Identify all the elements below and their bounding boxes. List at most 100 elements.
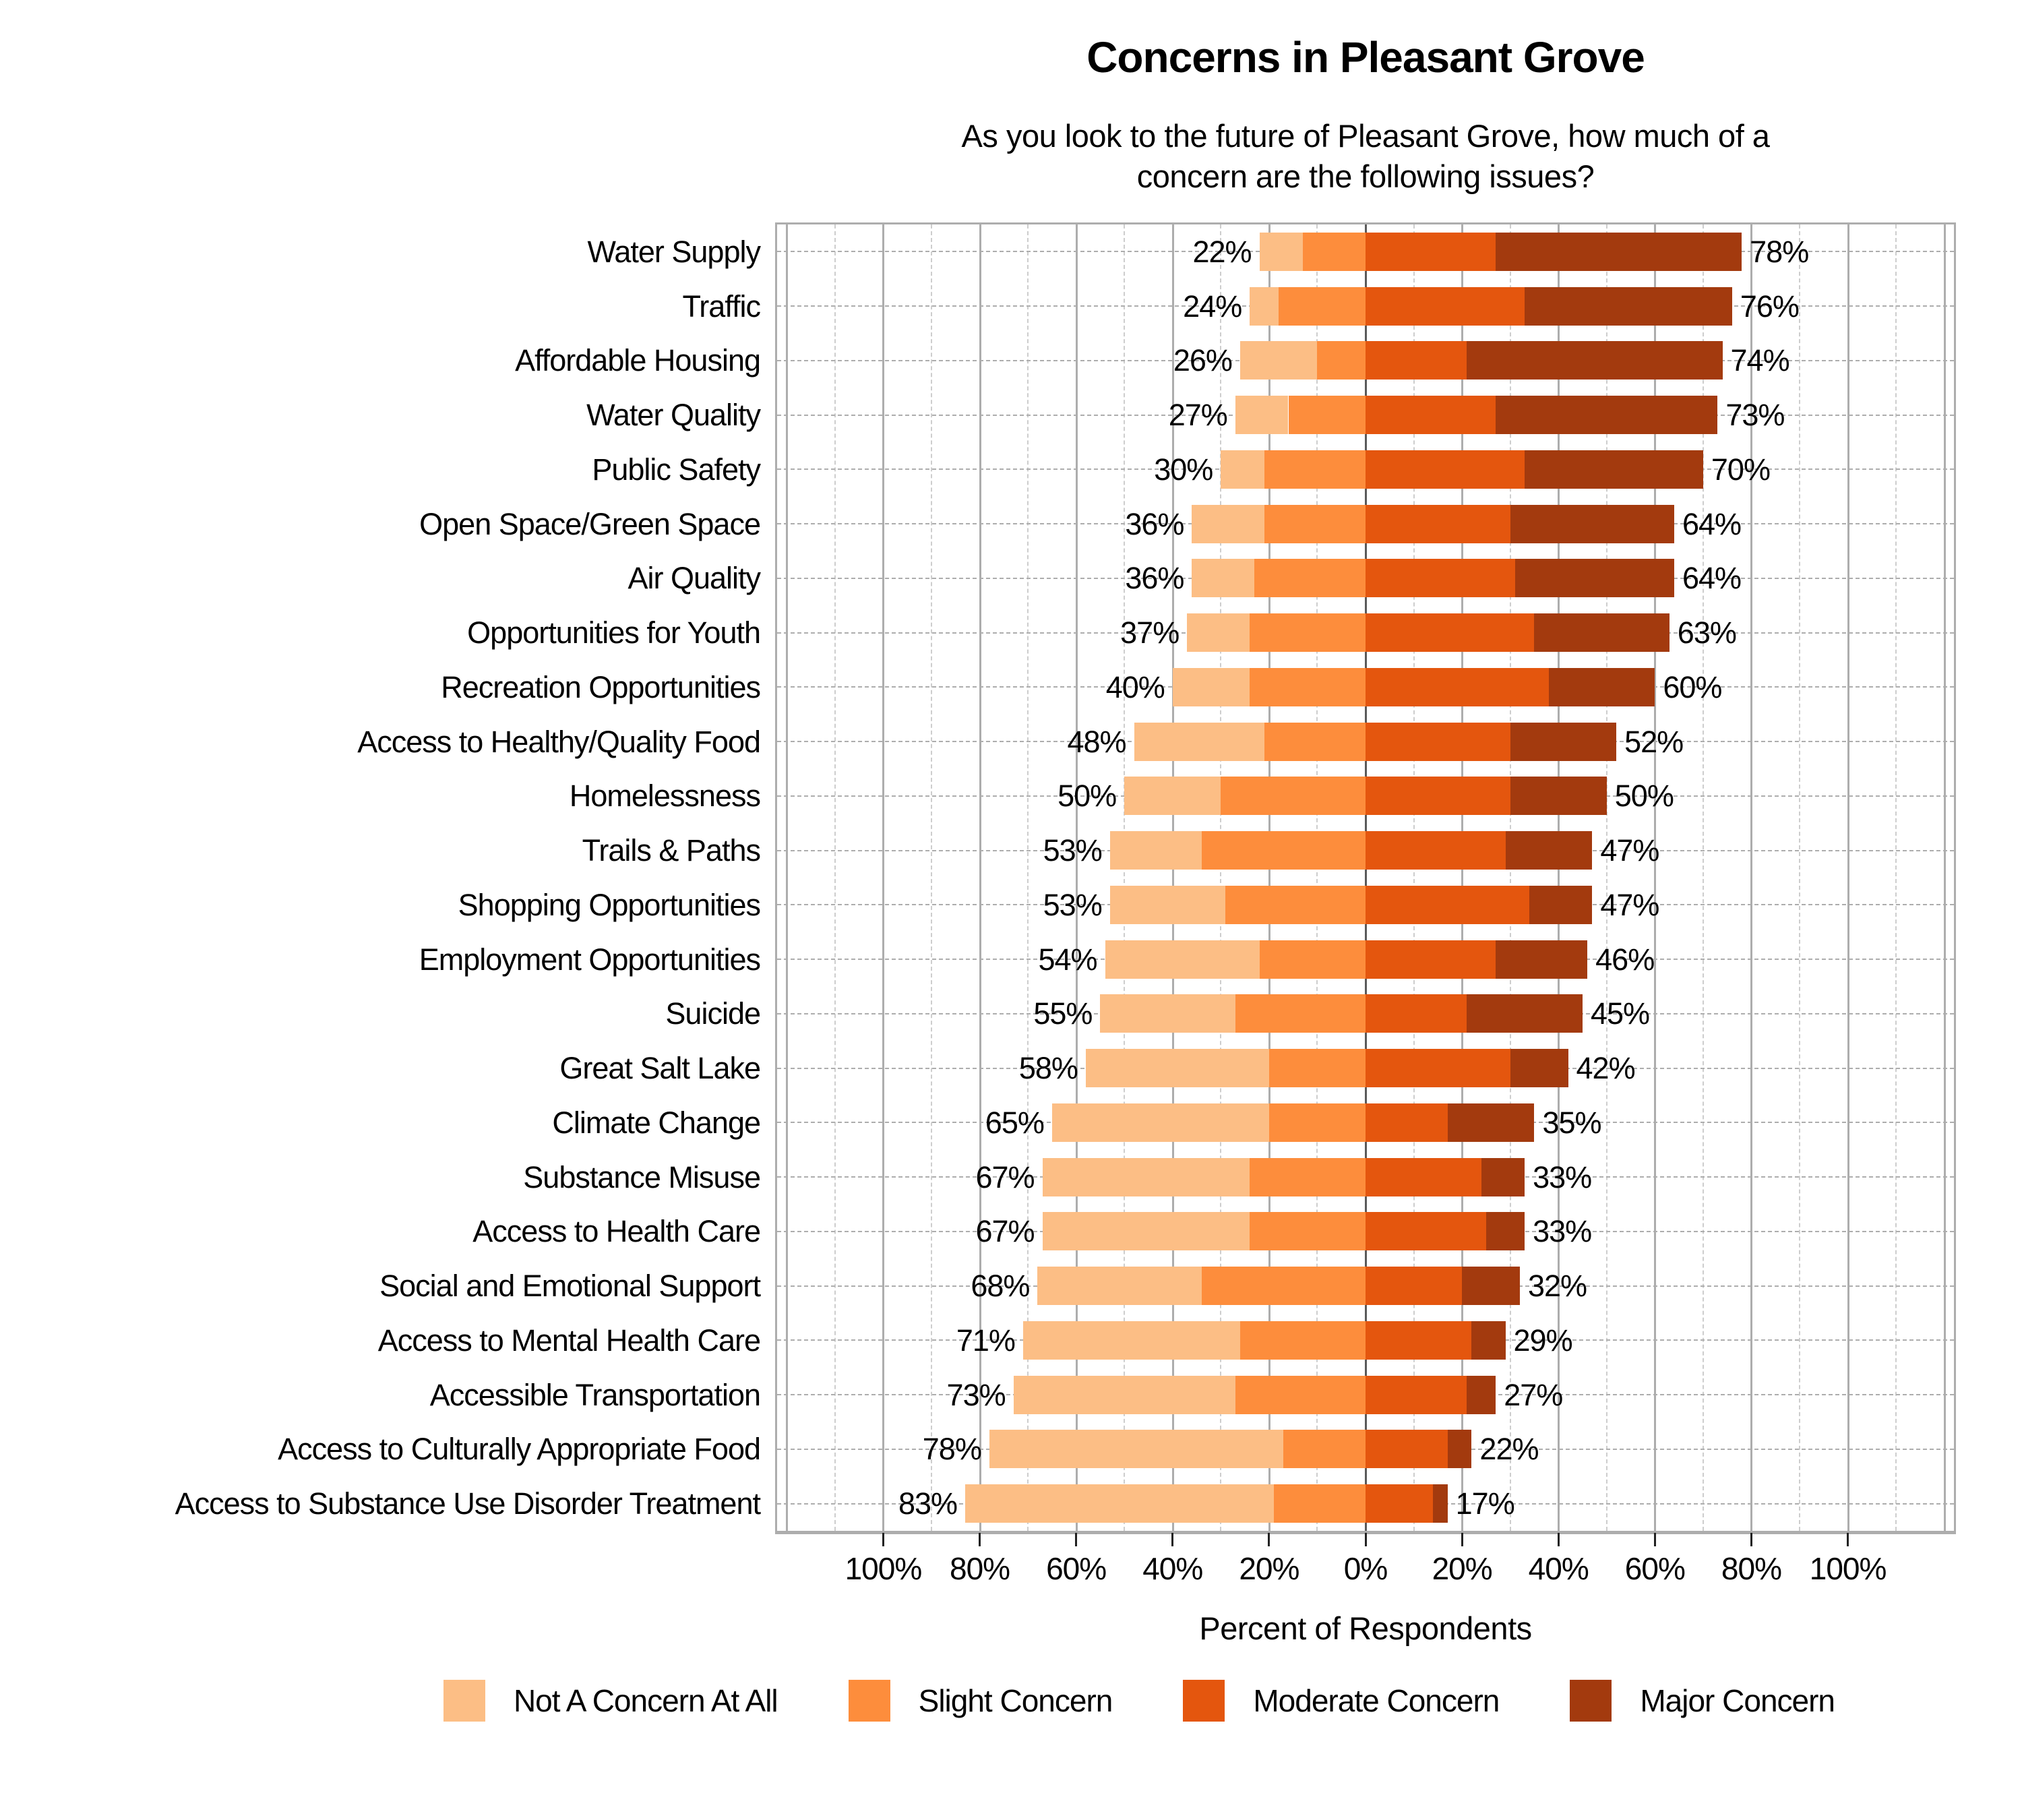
left-total-label: 36%: [1125, 561, 1184, 596]
legend-item: Not A Concern At All: [443, 1680, 778, 1722]
bar-segment-not-a-concern-at-all: [1042, 1212, 1250, 1251]
bar-segment-slight-concern: [1264, 504, 1366, 543]
x-axis-tick: [1653, 1533, 1656, 1546]
left-total-label: 27%: [1168, 398, 1228, 433]
left-total-label: 67%: [975, 1214, 1035, 1249]
bar-segment-major-concern: [1433, 1484, 1448, 1523]
bar-segment-not-a-concern-at-all: [1100, 994, 1235, 1033]
gridline-major: [1558, 224, 1560, 1531]
bar-segment-major-concern: [1447, 1103, 1535, 1142]
category-label: Air Quality: [627, 561, 761, 595]
x-axis-tick: [1171, 1533, 1174, 1546]
right-total-label: 47%: [1600, 887, 1659, 922]
right-total-label: 63%: [1677, 615, 1737, 650]
chart-subtitle: As you look to the future of Pleasant Gr…: [743, 116, 1988, 197]
bar-segment-major-concern: [1496, 396, 1718, 435]
bar-segment-moderate-concern: [1366, 232, 1496, 271]
x-axis-tick: [1268, 1533, 1270, 1546]
chart-title: Concerns in Pleasant Grove: [1086, 33, 1645, 82]
left-total-label: 68%: [971, 1269, 1030, 1304]
category-label: Opportunities for Youth: [467, 615, 761, 650]
x-axis-tick: [979, 1533, 981, 1546]
bar-segment-slight-concern: [1279, 286, 1366, 326]
left-total-label: 65%: [985, 1105, 1045, 1140]
bar-segment-moderate-concern: [1366, 1484, 1434, 1523]
bar-segment-not-a-concern-at-all: [1109, 831, 1202, 870]
left-total-label: 53%: [1043, 833, 1103, 868]
bar-segment-not-a-concern-at-all: [1172, 667, 1250, 706]
bar-segment-not-a-concern-at-all: [1109, 885, 1226, 924]
bar-segment-major-concern: [1529, 885, 1593, 924]
x-axis-tick: [1461, 1533, 1463, 1546]
x-axis-title: Percent of Respondents: [1199, 1610, 1532, 1646]
bar-segment-not-a-concern-at-all: [1105, 940, 1260, 979]
category-label: Open Space/Green Space: [419, 507, 761, 541]
x-axis-tick-label: 40%: [1142, 1551, 1203, 1586]
x-axis-tick: [1075, 1533, 1078, 1546]
bar-segment-slight-concern: [1264, 450, 1366, 489]
gridline-minor: [1027, 224, 1029, 1531]
gridline-major: [1943, 224, 1946, 1531]
x-axis-tick-label: 60%: [1046, 1551, 1107, 1586]
bar-segment-moderate-concern: [1366, 885, 1530, 924]
bar-segment-slight-concern: [1264, 722, 1366, 761]
right-total-label: 33%: [1533, 1159, 1592, 1194]
gridline-major: [882, 224, 885, 1531]
legend-label: Moderate Concern: [1253, 1683, 1500, 1718]
bar-segment-moderate-concern: [1366, 504, 1510, 543]
bar-segment-slight-concern: [1235, 1375, 1366, 1414]
gridline-minor: [1605, 224, 1607, 1531]
bar-segment-slight-concern: [1254, 559, 1366, 598]
gridline-minor: [1413, 224, 1415, 1531]
bar-segment-moderate-concern: [1366, 613, 1535, 653]
bar-segment-major-concern: [1467, 1375, 1496, 1414]
bar-segment-moderate-concern: [1366, 286, 1525, 326]
category-label: Substance Misuse: [523, 1160, 761, 1194]
gridline-minor: [834, 224, 836, 1531]
gridline-minor: [930, 224, 932, 1531]
x-axis-tick-label: 20%: [1239, 1551, 1299, 1586]
bar-segment-not-a-concern-at-all: [1042, 1157, 1250, 1196]
category-label: Access to Healthy/Quality Food: [357, 725, 761, 759]
bar-segment-major-concern: [1514, 559, 1674, 598]
right-total-label: 50%: [1614, 779, 1674, 814]
x-axis-tick-label: 100%: [845, 1551, 923, 1586]
right-total-label: 29%: [1513, 1323, 1573, 1358]
right-total-label: 74%: [1730, 343, 1790, 378]
category-label: Suicide: [665, 996, 761, 1031]
bar-segment-major-concern: [1510, 777, 1607, 816]
bar-segment-moderate-concern: [1366, 1267, 1463, 1306]
bar-segment-not-a-concern-at-all: [1259, 232, 1303, 271]
x-axis-tick-label: 100%: [1809, 1551, 1887, 1586]
bar-segment-moderate-concern: [1366, 1212, 1486, 1251]
gridline-major: [1075, 224, 1078, 1531]
left-total-label: 55%: [1033, 996, 1093, 1031]
x-axis-tick-label: 80%: [949, 1551, 1010, 1586]
bar-segment-not-a-concern-at-all: [1124, 777, 1221, 816]
x-axis-tick-label: 80%: [1721, 1551, 1782, 1586]
right-total-label: 52%: [1624, 724, 1684, 759]
bar-segment-slight-concern: [1268, 1049, 1366, 1088]
bar-segment-moderate-concern: [1366, 396, 1496, 435]
bar-segment-not-a-concern-at-all: [1192, 559, 1255, 598]
right-total-label: 76%: [1740, 289, 1800, 324]
bar-segment-not-a-concern-at-all: [1187, 613, 1250, 653]
gridline-minor: [1702, 224, 1704, 1531]
category-label: Public Safety: [592, 452, 761, 487]
x-axis-tick: [1847, 1533, 1849, 1546]
bar-segment-not-a-concern-at-all: [1037, 1267, 1202, 1306]
left-total-label: 50%: [1058, 779, 1117, 814]
category-label: Accessible Transportation: [429, 1378, 761, 1412]
bar-segment-major-concern: [1496, 232, 1742, 271]
bar-segment-moderate-concern: [1366, 722, 1510, 761]
legend-swatch: [1183, 1680, 1225, 1722]
category-label: Water Quality: [586, 398, 761, 432]
bar-segment-moderate-concern: [1366, 1321, 1472, 1360]
bar-segment-not-a-concern-at-all: [989, 1430, 1284, 1469]
left-total-label: 53%: [1043, 887, 1103, 922]
legend-item: Slight Concern: [848, 1680, 1113, 1722]
category-label: Access to Mental Health Care: [377, 1323, 761, 1358]
left-total-label: 48%: [1067, 724, 1126, 759]
bar-segment-not-a-concern-at-all: [1134, 722, 1264, 761]
